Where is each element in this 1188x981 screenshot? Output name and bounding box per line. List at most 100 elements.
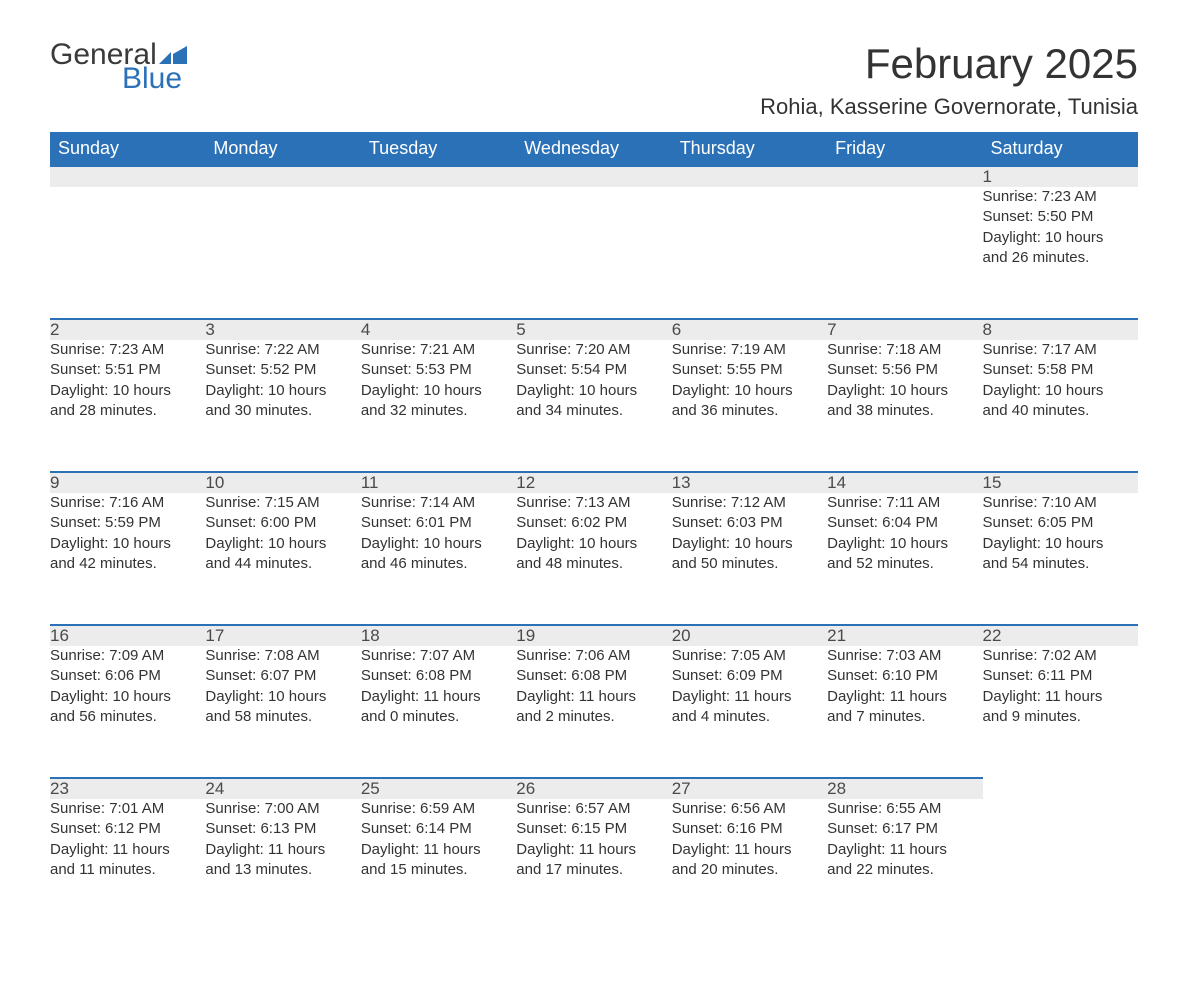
day-sunset: Sunset: 5:53 PM (361, 360, 516, 380)
day-sunrise: Sunrise: 7:05 AM (672, 646, 827, 666)
day-day1: Daylight: 11 hours (672, 687, 827, 707)
page-header: General Blue February 2025 Rohia, Kasser… (50, 40, 1138, 120)
day-sunrise: Sunrise: 7:23 AM (50, 340, 205, 360)
day-sunrise: Sunrise: 7:20 AM (516, 340, 671, 360)
day-cell: Sunrise: 7:20 AMSunset: 5:54 PMDaylight:… (516, 340, 671, 472)
day-day1: Daylight: 10 hours (50, 381, 205, 401)
day-number-empty (361, 166, 516, 187)
day-number-empty (827, 166, 982, 187)
day-sunset: Sunset: 6:08 PM (361, 666, 516, 686)
day-sunset: Sunset: 6:13 PM (205, 819, 360, 839)
day-day1: Daylight: 10 hours (516, 534, 671, 554)
day-day2: and 36 minutes. (672, 401, 827, 421)
day-sunset: Sunset: 6:04 PM (827, 513, 982, 533)
day-sunrise: Sunrise: 7:14 AM (361, 493, 516, 513)
day-day2: and 0 minutes. (361, 707, 516, 727)
day-day2: and 42 minutes. (50, 554, 205, 574)
day-cell: Sunrise: 7:07 AMSunset: 6:08 PMDaylight:… (361, 646, 516, 778)
title-block: February 2025 Rohia, Kasserine Governora… (760, 40, 1138, 120)
day-day2: and 54 minutes. (983, 554, 1138, 574)
day-sunrise: Sunrise: 7:21 AM (361, 340, 516, 360)
weekday-header: Saturday (983, 132, 1138, 166)
day-number: 13 (672, 472, 827, 493)
day-sunrise: Sunrise: 7:13 AM (516, 493, 671, 513)
week-content-row: Sunrise: 7:23 AMSunset: 5:50 PMDaylight:… (50, 187, 1138, 319)
day-cell: Sunrise: 7:03 AMSunset: 6:10 PMDaylight:… (827, 646, 982, 778)
week-content-row: Sunrise: 7:16 AMSunset: 5:59 PMDaylight:… (50, 493, 1138, 625)
day-cell: Sunrise: 7:02 AMSunset: 6:11 PMDaylight:… (983, 646, 1138, 778)
day-sunset: Sunset: 6:03 PM (672, 513, 827, 533)
day-cell: Sunrise: 7:16 AMSunset: 5:59 PMDaylight:… (50, 493, 205, 625)
day-number: 14 (827, 472, 982, 493)
brand-logo: General Blue (50, 40, 187, 94)
day-cell: Sunrise: 7:22 AMSunset: 5:52 PMDaylight:… (205, 340, 360, 472)
day-day1: Daylight: 11 hours (205, 840, 360, 860)
day-number: 6 (672, 319, 827, 340)
day-sunrise: Sunrise: 7:02 AM (983, 646, 1138, 666)
day-sunrise: Sunrise: 7:00 AM (205, 799, 360, 819)
day-day2: and 17 minutes. (516, 860, 671, 880)
day-sunrise: Sunrise: 7:11 AM (827, 493, 982, 513)
day-number: 18 (361, 625, 516, 646)
day-sunrise: Sunrise: 7:19 AM (672, 340, 827, 360)
day-cell: Sunrise: 7:08 AMSunset: 6:07 PMDaylight:… (205, 646, 360, 778)
day-sunset: Sunset: 6:06 PM (50, 666, 205, 686)
day-cell: Sunrise: 7:21 AMSunset: 5:53 PMDaylight:… (361, 340, 516, 472)
day-sunset: Sunset: 6:01 PM (361, 513, 516, 533)
day-sunset: Sunset: 6:15 PM (516, 819, 671, 839)
day-number: 2 (50, 319, 205, 340)
day-day2: and 40 minutes. (983, 401, 1138, 421)
day-sunrise: Sunrise: 7:10 AM (983, 493, 1138, 513)
day-day2: and 28 minutes. (50, 401, 205, 421)
day-day1: Daylight: 10 hours (205, 381, 360, 401)
day-number: 23 (50, 778, 205, 799)
day-number: 20 (672, 625, 827, 646)
day-number: 19 (516, 625, 671, 646)
day-sunrise: Sunrise: 7:09 AM (50, 646, 205, 666)
week-daynum-row: 232425262728 (50, 778, 1138, 799)
day-number: 3 (205, 319, 360, 340)
day-cell-empty (205, 187, 360, 319)
day-number: 7 (827, 319, 982, 340)
day-day1: Daylight: 11 hours (50, 840, 205, 860)
day-sunset: Sunset: 5:50 PM (983, 207, 1138, 227)
day-day1: Daylight: 11 hours (672, 840, 827, 860)
day-number: 28 (827, 778, 982, 799)
day-day1: Daylight: 11 hours (516, 687, 671, 707)
day-day1: Daylight: 11 hours (361, 840, 516, 860)
day-sunrise: Sunrise: 6:55 AM (827, 799, 982, 819)
day-cell: Sunrise: 7:13 AMSunset: 6:02 PMDaylight:… (516, 493, 671, 625)
day-day2: and 26 minutes. (983, 248, 1138, 268)
day-day2: and 50 minutes. (672, 554, 827, 574)
weekday-header: Tuesday (361, 132, 516, 166)
week-content-row: Sunrise: 7:23 AMSunset: 5:51 PMDaylight:… (50, 340, 1138, 472)
day-day2: and 32 minutes. (361, 401, 516, 421)
week-daynum-row: 16171819202122 (50, 625, 1138, 646)
day-cell-empty (983, 799, 1138, 931)
day-day2: and 30 minutes. (205, 401, 360, 421)
day-day1: Daylight: 10 hours (516, 381, 671, 401)
day-day1: Daylight: 10 hours (983, 534, 1138, 554)
day-sunset: Sunset: 5:59 PM (50, 513, 205, 533)
day-sunset: Sunset: 5:56 PM (827, 360, 982, 380)
day-sunset: Sunset: 6:17 PM (827, 819, 982, 839)
day-sunset: Sunset: 6:10 PM (827, 666, 982, 686)
brand-word2: Blue (50, 64, 187, 94)
day-sunrise: Sunrise: 7:01 AM (50, 799, 205, 819)
day-cell-empty (516, 187, 671, 319)
day-sunset: Sunset: 6:05 PM (983, 513, 1138, 533)
day-day2: and 56 minutes. (50, 707, 205, 727)
day-sunset: Sunset: 6:07 PM (205, 666, 360, 686)
day-day1: Daylight: 11 hours (516, 840, 671, 860)
day-day1: Daylight: 11 hours (827, 840, 982, 860)
day-day2: and 20 minutes. (672, 860, 827, 880)
day-day2: and 38 minutes. (827, 401, 982, 421)
day-number: 11 (361, 472, 516, 493)
day-cell: Sunrise: 7:18 AMSunset: 5:56 PMDaylight:… (827, 340, 982, 472)
day-sunrise: Sunrise: 7:15 AM (205, 493, 360, 513)
day-day1: Daylight: 10 hours (50, 534, 205, 554)
day-sunset: Sunset: 5:54 PM (516, 360, 671, 380)
day-day2: and 13 minutes. (205, 860, 360, 880)
day-sunset: Sunset: 6:14 PM (361, 819, 516, 839)
day-day1: Daylight: 10 hours (205, 687, 360, 707)
